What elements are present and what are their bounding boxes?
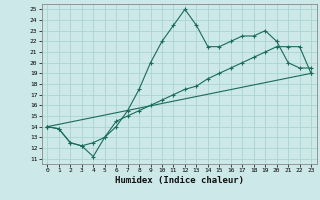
X-axis label: Humidex (Indice chaleur): Humidex (Indice chaleur) [115,176,244,185]
